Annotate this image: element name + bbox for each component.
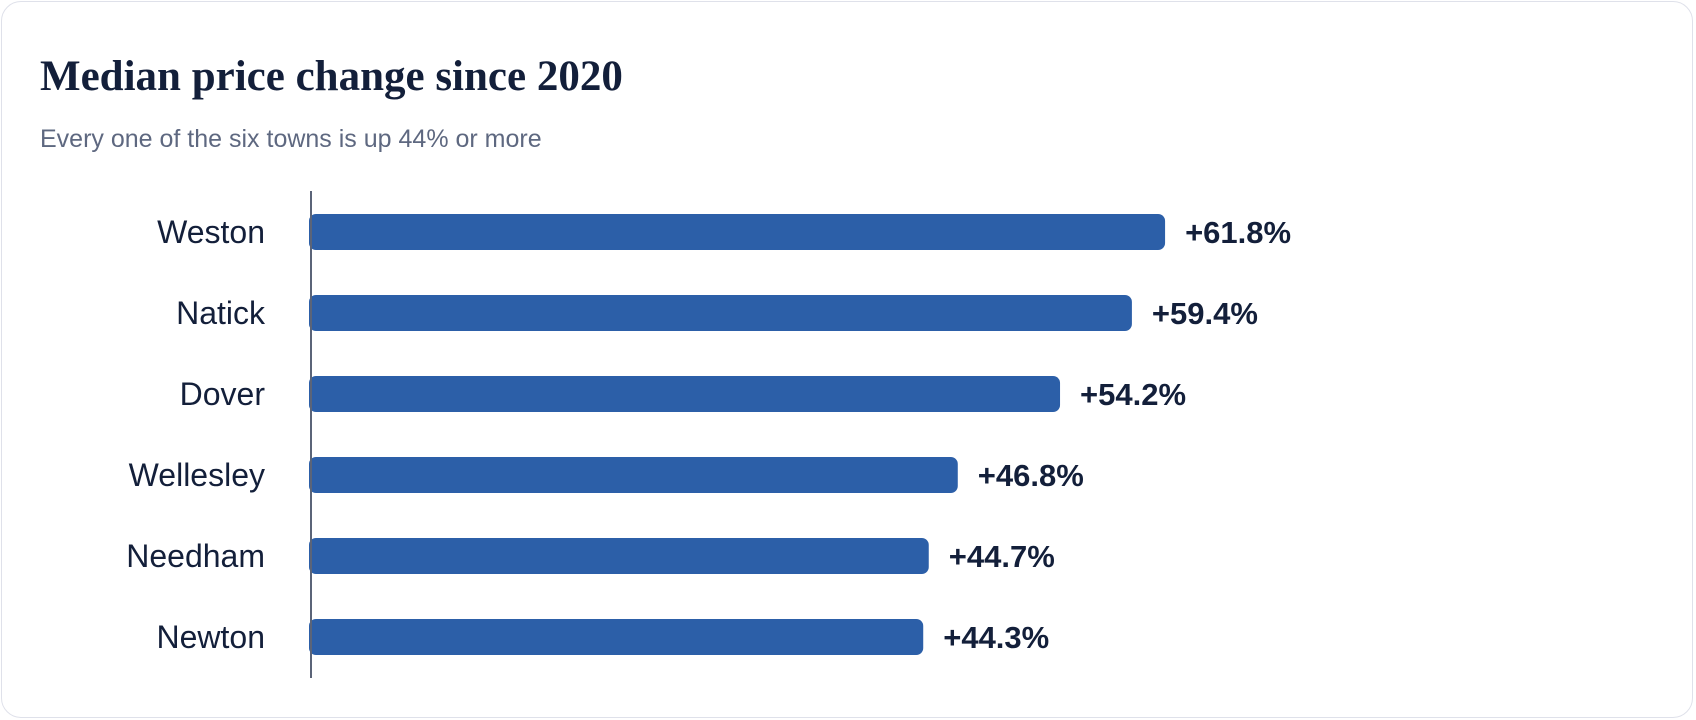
value-label: +46.8% xyxy=(978,458,1084,493)
chart-subtitle: Every one of the six towns is up 44% or … xyxy=(40,125,542,153)
bar-natick xyxy=(309,295,1132,331)
bar-dover xyxy=(309,376,1061,412)
bar-wellesley xyxy=(309,457,958,493)
category-label: Needham xyxy=(126,538,265,574)
category-label: Weston xyxy=(157,214,265,250)
bar-weston xyxy=(309,214,1166,250)
value-label: +44.3% xyxy=(943,620,1049,655)
value-label: +44.7% xyxy=(949,539,1055,574)
bar-needham xyxy=(309,538,929,574)
value-label: +54.2% xyxy=(1080,377,1186,412)
bar-row: Newton +44.3% xyxy=(157,619,1049,655)
chart-title: Median price change since 2020 xyxy=(40,53,623,100)
bar-newton xyxy=(309,619,924,655)
bar-row: Dover +54.2% xyxy=(180,376,1186,412)
bar-row: Weston +61.8% xyxy=(157,214,1291,250)
value-label: +59.4% xyxy=(1152,296,1258,331)
category-label: Dover xyxy=(180,376,266,412)
value-label: +61.8% xyxy=(1185,215,1291,250)
category-label: Natick xyxy=(176,295,266,331)
category-label: Wellesley xyxy=(129,457,265,493)
bar-row: Wellesley +46.8% xyxy=(129,457,1084,493)
category-label: Newton xyxy=(157,619,266,655)
bar-row: Needham +44.7% xyxy=(126,538,1055,574)
bar-row: Natick +59.4% xyxy=(176,295,1258,331)
bars-group: Weston +61.8% Natick +59.4% Dover +54.2% Welle… xyxy=(126,214,1291,655)
